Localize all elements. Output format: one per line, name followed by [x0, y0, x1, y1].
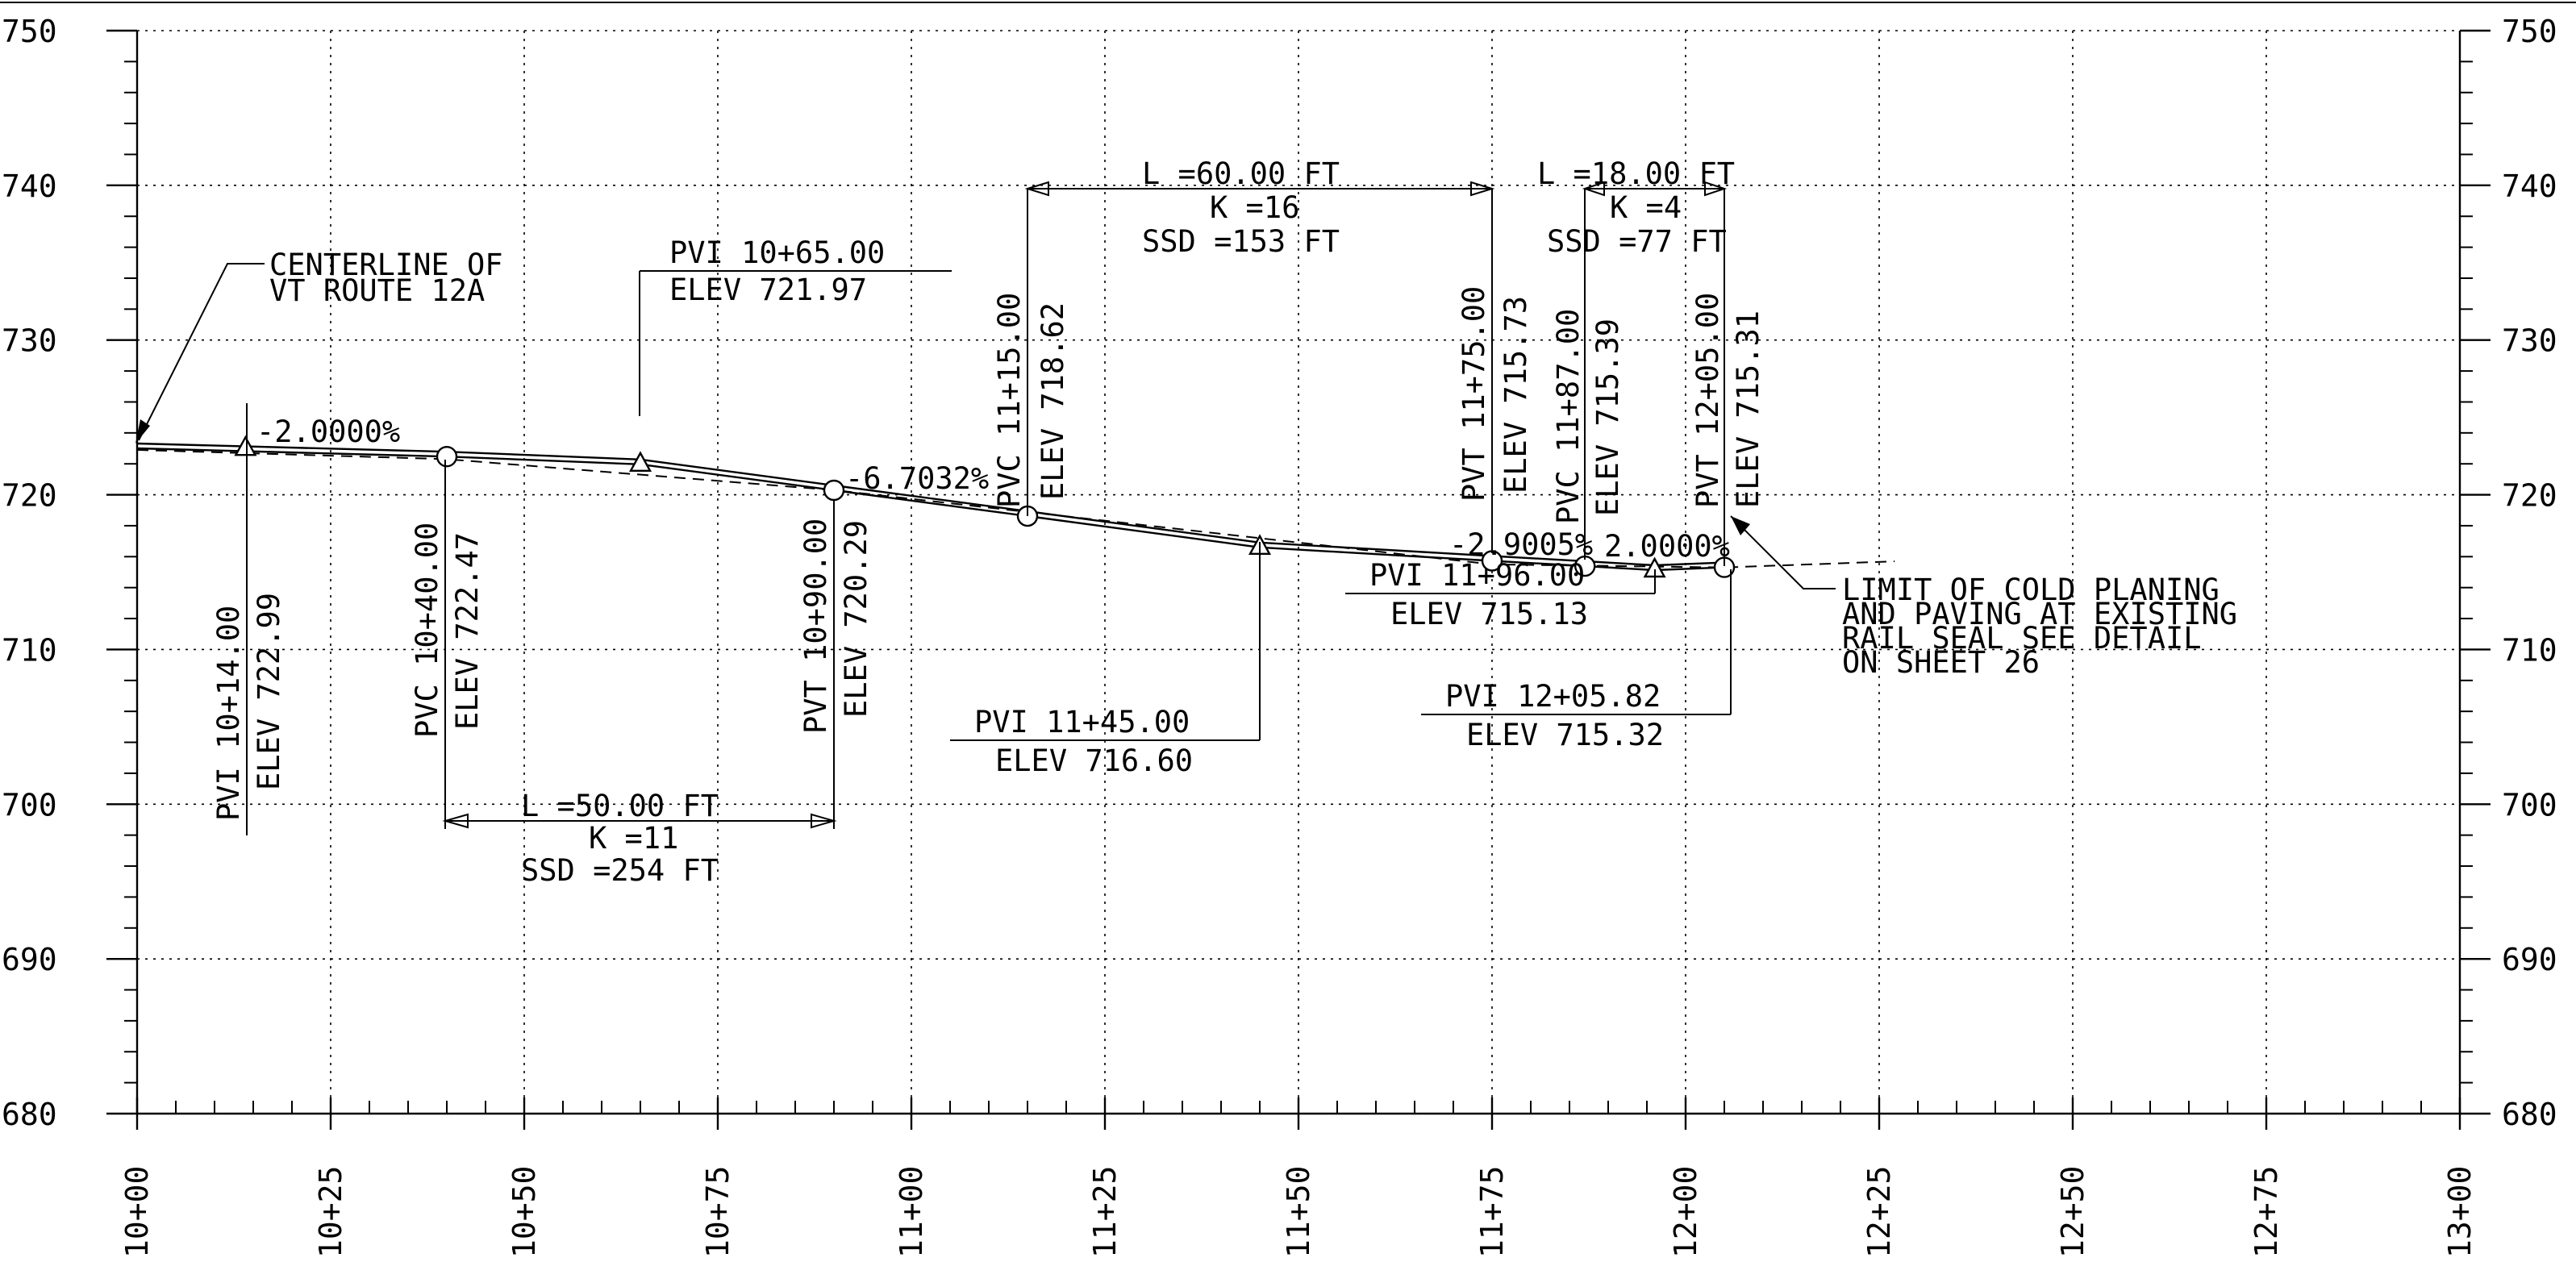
- pvt-1175-elev: ELEV 715.73: [1498, 296, 1533, 494]
- pvi-1065-elev: ELEV 721.97: [669, 273, 867, 307]
- curve-2-dimension: L =60.00 FT K =16 SSD =153 FT: [1024, 156, 1495, 259]
- x-tick-label: 12+25: [1861, 1166, 1897, 1258]
- curve-3-ssd: SSD =77 FT: [1547, 224, 1727, 259]
- pvi-triangle: [628, 451, 652, 472]
- grade-1-label: -2.0000%: [256, 414, 400, 449]
- pvc-1115-elev: ELEV 718.62: [1036, 302, 1070, 500]
- x-tick-label: 11+25: [1087, 1166, 1123, 1258]
- y-tick-label-right: 730: [2502, 323, 2557, 359]
- existing-ground-line: [136, 448, 1895, 569]
- grade-2-label: -6.7032%: [845, 461, 989, 496]
- pvi-triangle: [234, 435, 257, 456]
- x-tick-label: 12+50: [2055, 1166, 2090, 1258]
- centerline-callout: CENTERLINE OF VT ROUTE 12A: [135, 248, 503, 444]
- pvi-1145-station: PVI 11+45.00: [974, 705, 1190, 739]
- pvi-1196-callout: PVI 11+96.00 ELEV 715.13: [1345, 558, 1656, 631]
- grid-lines: [137, 30, 2460, 1114]
- pvi-120582-callout: PVI 12+05.82 ELEV 715.32: [1421, 569, 1732, 752]
- centerline-label-line-1: CENTERLINE OF: [269, 248, 503, 282]
- pvc-1187-elev: ELEV 715.39: [1590, 319, 1625, 516]
- y-tick-label-left: 730: [2, 323, 57, 359]
- limit-note-line-4: ON SHEET 26: [1842, 645, 2040, 680]
- y-tick-label-right: 720: [2502, 478, 2557, 514]
- grade-3-label: -2.9005%: [1449, 527, 1593, 562]
- x-tick-label: 10+00: [119, 1166, 155, 1258]
- limit-note-line-3: RAIL SEAL SEE DETAIL: [1842, 621, 2202, 656]
- pvc-1040-station: PVC 10+40.00: [410, 523, 444, 738]
- curve-2-length: L =60.00 FT: [1142, 156, 1340, 191]
- pvi-1145-callout: PVI 11+45.00 ELEV 716.60: [950, 542, 1261, 778]
- y-axis-labels: 750 750 740 740 730 730 720 720 710 710 700 700 690 6…: [2, 14, 2557, 1132]
- y-tick-label-left: 690: [2, 942, 57, 977]
- pvc-1187-station: PVC 11+87.00: [1551, 309, 1586, 524]
- x-tick-label: 11+75: [1474, 1166, 1510, 1258]
- pvt-1205-elev: ELEV 715.31: [1731, 310, 1765, 508]
- pvt-1090-callout: PVT 10+90.00 ELEV 720.29: [798, 500, 873, 829]
- pvi-1065-station: PVI 10+65.00: [669, 235, 885, 270]
- y-tick-label-right: 740: [2502, 169, 2557, 204]
- curve-3-dimension: L =18.00 FT K =4 SSD =77 FT: [1537, 156, 1735, 259]
- x-axis-labels: 10+00 10+25 10+50 10+75 11+00 11+25 11+50 11+75…: [119, 1166, 2478, 1258]
- y-tick-label-left: 720: [2, 478, 57, 514]
- pvc-1040-elev: ELEV 722.47: [450, 532, 485, 730]
- curve-1-dimension: L =50.00 FT K =11 SSD =254 FT: [442, 789, 837, 888]
- x-tick-label: 12+75: [2249, 1166, 2284, 1258]
- y-tick-label-right: 690: [2502, 942, 2557, 977]
- x-tick-label: 10+25: [313, 1166, 348, 1258]
- curve-point-circle: [823, 479, 845, 502]
- pvc-1040-callout: PVC 10+40.00 ELEV 722.47: [410, 460, 485, 829]
- y-tick-label-left: 700: [2, 787, 57, 823]
- curve-point-circle: [436, 445, 458, 468]
- y-tick-label-right: 710: [2502, 632, 2557, 668]
- pvt-1175-station: PVT 11+75.00: [1457, 286, 1491, 502]
- pvi-1014-callout: PVI 10+14.00 ELEV 722.99: [211, 403, 286, 835]
- pvi-1196-elev: ELEV 715.13: [1390, 597, 1588, 631]
- curve-1-length: L =50.00 FT: [521, 789, 719, 823]
- axis-ticks: [106, 29, 2491, 1130]
- centerline-label-line-2: VT ROUTE 12A: [269, 273, 485, 308]
- y-tick-label-left: 710: [2, 632, 57, 668]
- y-tick-label-left: 740: [2, 169, 57, 204]
- pvt-1205-station: PVT 12+05.00: [1690, 293, 1725, 508]
- x-tick-label: 11+00: [894, 1166, 929, 1258]
- grade-4-label: 2.0000%: [1604, 529, 1730, 564]
- pvt-1090-station: PVT 10+90.00: [798, 519, 833, 734]
- x-tick-label: 10+75: [700, 1166, 736, 1258]
- pvi-1145-elev: ELEV 716.60: [995, 743, 1193, 778]
- pvc-1115-station: PVC 11+15.00: [992, 293, 1027, 508]
- curve-3-length: L =18.00 FT: [1537, 156, 1735, 191]
- limit-note-line-2: AND PAVING AT EXISTING: [1842, 597, 2237, 631]
- x-tick-label: 11+50: [1281, 1166, 1316, 1258]
- y-tick-label-right: 700: [2502, 787, 2557, 823]
- pvi-1014-station: PVI 10+14.00: [211, 606, 246, 821]
- y-tick-label-left: 680: [2, 1097, 57, 1132]
- curve-3-k: K =4: [1610, 190, 1682, 225]
- limit-note-line-1: LIMIT OF COLD PLANING: [1842, 573, 2220, 607]
- y-tick-label-right: 750: [2502, 14, 2557, 49]
- pvi-120582-station: PVI 12+05.82: [1445, 679, 1661, 714]
- x-tick-label: 12+00: [1668, 1166, 1703, 1258]
- pvi-1065-callout: PVI 10+65.00 ELEV 721.97: [639, 235, 952, 416]
- pvc-1115-callout: PVC 11+15.00 ELEV 718.62: [992, 189, 1070, 516]
- pvi-1196-station: PVI 11+96.00: [1369, 558, 1585, 593]
- pvi-1014-elev: ELEV 722.99: [252, 593, 286, 790]
- x-tick-label: 10+50: [506, 1166, 542, 1258]
- pvi-120582-elev: ELEV 715.32: [1466, 718, 1664, 752]
- limit-note-callout: LIMIT OF COLD PLANING AND PAVING AT EXIS…: [1730, 515, 2237, 680]
- pvt-1175-callout: PVT 11+75.00 ELEV 715.73: [1457, 189, 1533, 553]
- pvt-1205-callout: PVT 12+05.00 ELEV 715.31: [1690, 189, 1765, 566]
- curve-1-ssd: SSD =254 FT: [521, 853, 719, 888]
- curve-1-k: K =11: [589, 821, 678, 856]
- x-tick-label: 13+00: [2442, 1166, 2478, 1258]
- pvt-1090-elev: ELEV 720.29: [839, 520, 873, 718]
- pvc-1187-callout: PVC 11+87.00 ELEV 715.39: [1551, 189, 1625, 560]
- y-tick-label-right: 680: [2502, 1097, 2557, 1132]
- curve-2-k: K =16: [1210, 190, 1299, 225]
- y-tick-label-left: 750: [2, 14, 57, 49]
- curve-2-ssd: SSD =153 FT: [1142, 224, 1340, 259]
